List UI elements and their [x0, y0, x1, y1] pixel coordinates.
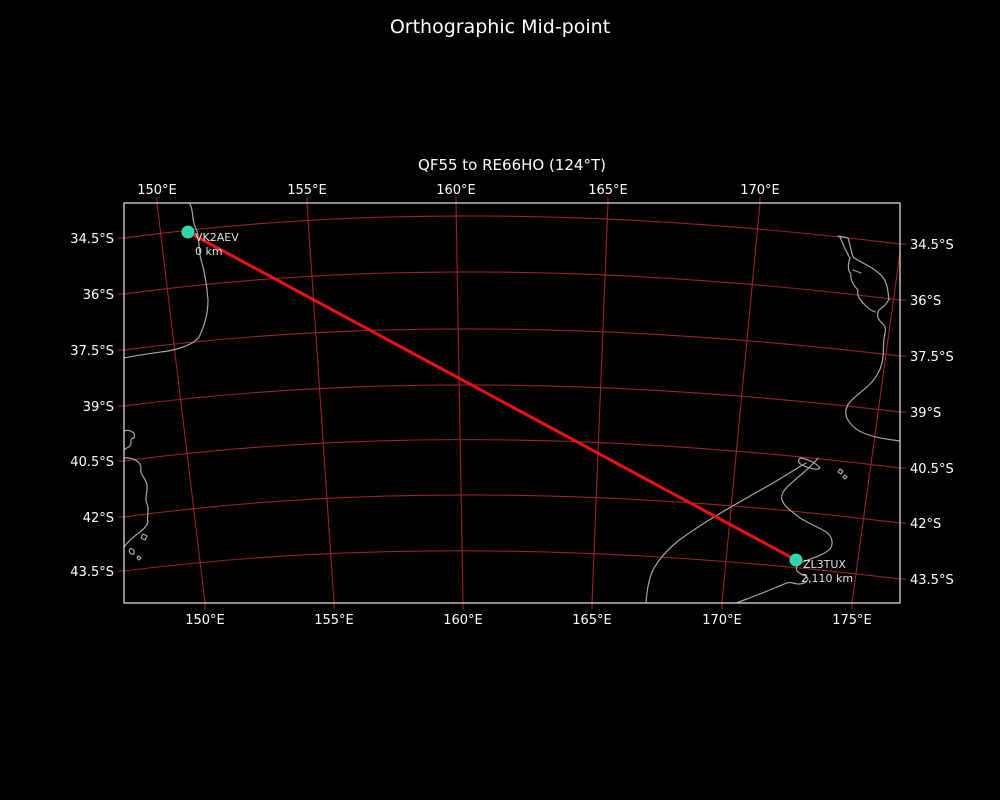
left-tick-36s: 36°S [83, 288, 114, 303]
left-tick-43p5s: 43.5°S [70, 565, 114, 580]
graticule-parallel-43p5s [124, 550, 900, 580]
left-tick-34p5s: 34.5°S [70, 232, 114, 247]
graticule-meridian-165e [591, 203, 609, 603]
bottom-tick-170e: 170°E [702, 613, 742, 628]
axis-tick-marks [118, 197, 906, 609]
top-tick-165e: 165°E [588, 183, 628, 198]
graticule-parallel-37p5s [124, 328, 900, 357]
top-tick-155e: 155°E [287, 183, 327, 198]
graticule-meridian-150e [156, 203, 206, 603]
graticule-parallel-42s [124, 494, 900, 524]
right-tick-36s: 36°S [910, 294, 941, 309]
graticule-meridian-175e [851, 251, 900, 603]
right-tick-37p5s: 37.5°S [910, 350, 954, 365]
top-tick-150e: 150°E [137, 183, 177, 198]
right-tick-42s: 42°S [910, 517, 941, 532]
map-subtitle: QF55 to RE66HO (124°T) [418, 156, 606, 174]
graticule-parallel-36s [124, 271, 900, 301]
top-tick-160e: 160°E [436, 183, 476, 198]
right-tick-39s: 39°S [910, 406, 941, 421]
top-tick-170e: 170°E [740, 183, 780, 198]
left-tick-40p5s: 40.5°S [70, 455, 114, 470]
map-frame [123, 202, 901, 604]
bottom-tick-155e: 155°E [314, 613, 354, 628]
graticule-meridian-160e [455, 203, 464, 603]
graticule-parallel-39s [124, 384, 900, 413]
graticule-parallel-34p5s [124, 215, 900, 245]
right-tick-40p5s: 40.5°S [910, 462, 954, 477]
left-tick-39s: 39°S [83, 400, 114, 415]
graticule-meridian-155e [306, 203, 335, 603]
graticule-parallel-40p5s [124, 439, 900, 469]
bottom-tick-150e: 150°E [185, 613, 225, 628]
coastline-nz-south-island [645, 457, 848, 603]
left-tick-42s: 42°S [83, 511, 114, 526]
bottom-tick-165e: 165°E [572, 613, 612, 628]
left-tick-37p5s: 37.5°S [70, 344, 114, 359]
great-circle-path [186, 230, 798, 562]
graticule [124, 203, 900, 603]
graticule-meridian-170e [721, 203, 761, 603]
right-tick-43p5s: 43.5°S [910, 573, 954, 588]
start-marker-distance: 0 km [195, 245, 223, 258]
start-marker-callsign: VK2AEV [195, 231, 239, 244]
end-marker-dot [789, 553, 803, 567]
coastlines [124, 203, 900, 603]
coastline-australia-east [124, 203, 209, 359]
coastline-nz-north-island [837, 235, 900, 442]
right-tick-34p5s: 34.5°S [910, 238, 954, 253]
end-marker-callsign: ZL3TUX [803, 558, 846, 571]
bottom-tick-175e: 175°E [832, 613, 872, 628]
bottom-tick-160e: 160°E [443, 613, 483, 628]
end-marker-distance: 2,110 km [801, 572, 853, 585]
start-marker-dot [181, 225, 195, 239]
coastline-tasmania [124, 429, 149, 561]
figure-title: Orthographic Mid-point [390, 16, 610, 38]
